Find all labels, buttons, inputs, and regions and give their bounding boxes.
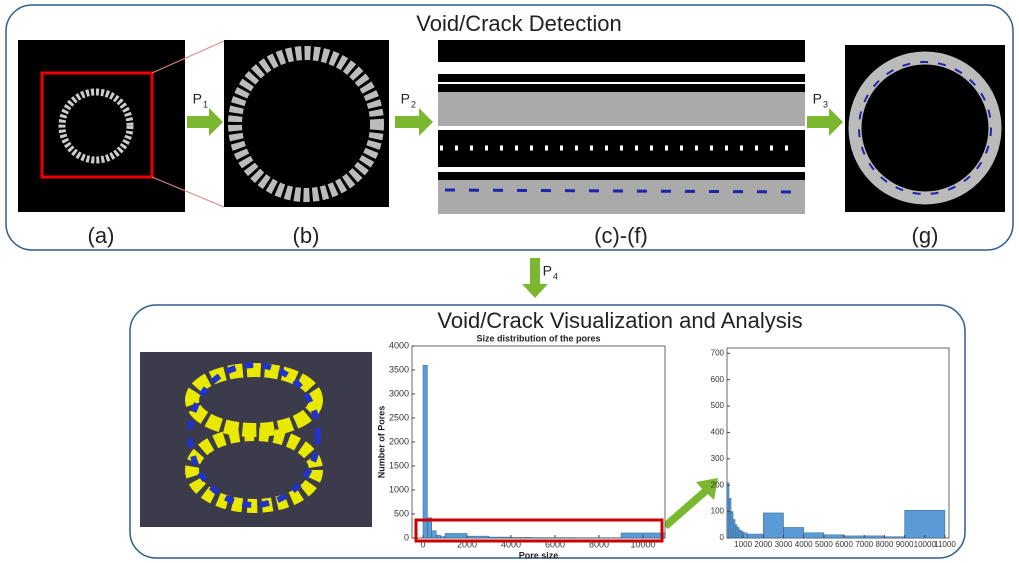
- x-tick-label: 11000: [934, 540, 956, 549]
- x-tick-label: 4000: [795, 540, 813, 549]
- x-tick-label: 9000: [896, 540, 914, 549]
- bar: [727, 483, 729, 538]
- y-tick-label: 400: [711, 428, 725, 437]
- x-tick-label: 5000: [815, 540, 833, 549]
- bar: [864, 536, 884, 538]
- bar: [467, 536, 489, 538]
- y-tick-label: 1500: [389, 460, 409, 470]
- strip: [438, 74, 805, 82]
- arrow: [187, 108, 223, 136]
- step-index: 3: [823, 99, 828, 109]
- chart-title: Size distribution of the pores: [476, 333, 600, 343]
- plot-area: [727, 348, 949, 538]
- bar: [436, 535, 440, 538]
- strip: [438, 84, 805, 92]
- bar: [747, 534, 763, 538]
- y-tick-label: 100: [711, 507, 725, 516]
- y-tick-label: 2500: [389, 412, 409, 422]
- image-g: [845, 45, 1005, 212]
- bar: [729, 498, 731, 538]
- bar: [432, 531, 436, 538]
- bar: [905, 510, 945, 538]
- analysis-title: Void/Crack Visualization and Analysis: [437, 308, 802, 333]
- arrow: [662, 478, 718, 529]
- bar: [743, 533, 747, 538]
- y-tick-label: 500: [711, 401, 725, 410]
- panel-label: (c)-(f): [594, 223, 648, 248]
- arrow: [807, 108, 843, 136]
- step-index: 1: [203, 99, 208, 109]
- bar: [763, 513, 783, 538]
- figure: Void/Crack Detection P1P2P3P4 (a) (b) (c…: [0, 0, 1019, 563]
- y-tick-label: 500: [394, 508, 409, 518]
- plot-area: [412, 346, 665, 538]
- bar: [423, 365, 427, 538]
- y-tick-label: 2000: [389, 436, 409, 446]
- bar: [735, 525, 737, 538]
- x-tick-label: 10000: [914, 540, 937, 549]
- x-tick-label: 7000: [855, 540, 873, 549]
- step-symbol: P: [193, 91, 202, 107]
- bar: [784, 527, 804, 538]
- x-axis-label: Pore size: [519, 550, 559, 560]
- bar: [884, 537, 904, 538]
- bar: [489, 537, 511, 538]
- bar: [737, 527, 739, 538]
- x-tick-label: 6000: [835, 540, 853, 549]
- y-tick-label: 3000: [389, 388, 409, 398]
- strip: [438, 172, 805, 180]
- step-index: 4: [553, 271, 558, 281]
- bar: [445, 533, 467, 538]
- step-symbol: P: [543, 263, 552, 279]
- panel-label: (g): [912, 223, 939, 248]
- panel-label: (a): [88, 223, 115, 248]
- bar: [804, 533, 824, 538]
- y-axis-label: Number of Pores: [376, 406, 386, 479]
- panel-label: (b): [293, 223, 320, 248]
- y-tick-label: 300: [711, 454, 725, 463]
- detection-title: Void/Crack Detection: [416, 11, 621, 36]
- image-b: [224, 40, 389, 207]
- y-tick-label: 600: [711, 375, 725, 384]
- bar: [824, 535, 844, 538]
- bar: [511, 537, 533, 538]
- y-tick-label: 3500: [389, 364, 409, 374]
- bar: [441, 537, 445, 538]
- x-tick-label: 1000: [734, 540, 752, 549]
- y-tick-label: 0: [720, 533, 725, 542]
- step-index: 2: [411, 99, 416, 109]
- image-strips: [438, 40, 805, 214]
- x-tick-label: 8000: [876, 540, 894, 549]
- bar: [739, 530, 741, 538]
- y-tick-label: 1000: [389, 484, 409, 494]
- x-tick-label: 3000: [775, 540, 793, 549]
- y-tick-label: 4000: [389, 340, 409, 350]
- page: Void/Crack Detection P1P2P3P4 (a) (b) (c…: [0, 0, 1019, 563]
- arrow: [395, 108, 433, 136]
- bar: [733, 520, 735, 538]
- x-tick-label: 2000: [754, 540, 772, 549]
- strip: [438, 40, 805, 62]
- step-symbol: P: [813, 91, 822, 107]
- step-symbol: P: [401, 91, 410, 107]
- bar: [844, 536, 864, 538]
- y-tick-label: 700: [711, 348, 725, 357]
- y-tick-label: 0: [404, 532, 409, 542]
- y-tick-label: 200: [711, 480, 725, 489]
- bar: [731, 512, 733, 538]
